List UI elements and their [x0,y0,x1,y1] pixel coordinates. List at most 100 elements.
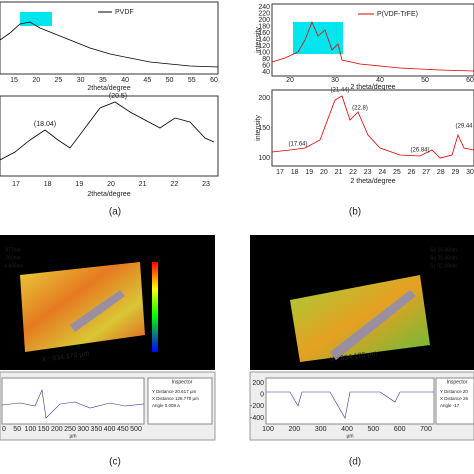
x-tick-label: 20 [286,77,294,84]
label: 2 theta/degree [350,178,395,185]
label: (a) [109,207,121,218]
label: (29.44 [455,124,473,130]
y-tick-label: 200 [258,95,270,102]
label: .977nm [4,247,21,253]
x-tick-label: 40 [121,77,129,84]
x-tick-label: 50 [421,77,429,84]
label: Sa 15.60nm [430,247,457,253]
y-tick-label: 160 [258,30,270,37]
x-tick-label: 55 [188,77,196,84]
y-tick-label: 140 [258,36,270,43]
label: 4.405nm [4,263,23,269]
curve [0,101,215,161]
x-tick-label: 0 [2,426,6,433]
label: Sq 20.40nm [430,255,457,261]
x-tick-label: 60 [466,77,474,84]
x-tick-label: 19 [305,169,313,176]
x-tick-label: 21 [139,181,147,188]
label: µm [346,433,353,439]
x-tick-label: 20 [32,77,40,84]
x-tick-label: 400 [104,426,116,433]
y-tick-label: -200 [250,403,264,410]
x-tick-label: 30 [466,169,474,176]
color-scale [152,262,158,352]
y-tick-label: 40 [262,69,270,76]
label: (26.84) [410,148,429,154]
x-tick-label: 18 [291,169,299,176]
x-tick-label: 29 [451,169,459,176]
x-tick-label: 45 [143,77,151,84]
x-tick-label: 200 [288,426,300,433]
x-tick-label: 25 [55,77,63,84]
x-tick-label: 100 [262,426,274,433]
x-tick-label: 20 [320,169,328,176]
profile-plot [1,377,145,425]
x-tick-label: 50 [13,426,21,433]
x-tick-label: 600 [394,426,406,433]
x-tick-label: 28 [437,169,445,176]
x-tick-label: 700 [420,426,432,433]
afm-surface [290,275,430,362]
label: 2theta/degree [87,85,130,92]
inspector-box [147,377,213,425]
afm-surface [20,262,145,352]
label: (b) [349,207,361,218]
x-tick-label: 19 [75,181,83,188]
x-tick-label: 250 [64,426,76,433]
y-tick-label: 240 [258,4,270,11]
frame [271,89,474,167]
curve [0,21,219,68]
x-tick-label: 30 [77,77,85,84]
x-tick-label: 26 [408,169,416,176]
x-tick-label: 50 [166,77,174,84]
frame [0,95,219,177]
label: Inspector [172,379,193,385]
y-tick-label: 200 [258,17,270,24]
profile-line [70,290,125,332]
x-tick-label: 40 [376,77,384,84]
label: Angle -17 [440,403,460,408]
label: PVDF [115,9,134,16]
y-tick-label: 100 [258,155,270,162]
x-tick-label: 200 [51,426,63,433]
curve [271,95,474,159]
label: Inspector [447,379,468,385]
x-tick-label: 350 [91,426,103,433]
label: (d) [349,457,361,468]
y-tick-label: 200 [252,380,264,387]
y-tick-label: 150 [258,125,270,132]
x-tick-label: 15 [10,77,18,84]
label: .760nm [4,255,21,261]
profile-curve [1,388,145,419]
x-tick-label: 17 [276,169,284,176]
x-tick-label: 25 [393,169,401,176]
x-tick-label: 30 [331,77,339,84]
label: Y Distance 20 [440,389,468,394]
x-tick-label: 150 [38,426,50,433]
label: (22.8) [352,106,368,112]
x-tick-label: 500 [130,426,142,433]
highlight [293,22,343,54]
panel-a [0,1,219,177]
label: (c) [109,457,121,468]
x-tick-label: 22 [349,169,357,176]
highlight [20,12,52,26]
x-tick-label: 300 [77,426,89,433]
x-tick-label: 23 [364,169,372,176]
x-tick-label: 300 [315,426,327,433]
label: Y Distance 20.617 µm [152,389,197,394]
label: µm [69,433,76,439]
panel-d [249,235,474,441]
x-tick-label: 450 [117,426,129,433]
label: intensity [255,27,262,53]
frame [0,1,219,75]
x-tick-label: 60 [210,77,218,84]
frame [271,3,474,77]
label: 2 theta/degree [350,84,395,91]
y-tick-label: 180 [258,23,270,30]
y-tick-label: -400 [250,415,264,422]
panel-b [271,3,474,167]
label: X Distance 128.770 µm [152,396,199,401]
label: 2theta/degree [87,191,130,198]
